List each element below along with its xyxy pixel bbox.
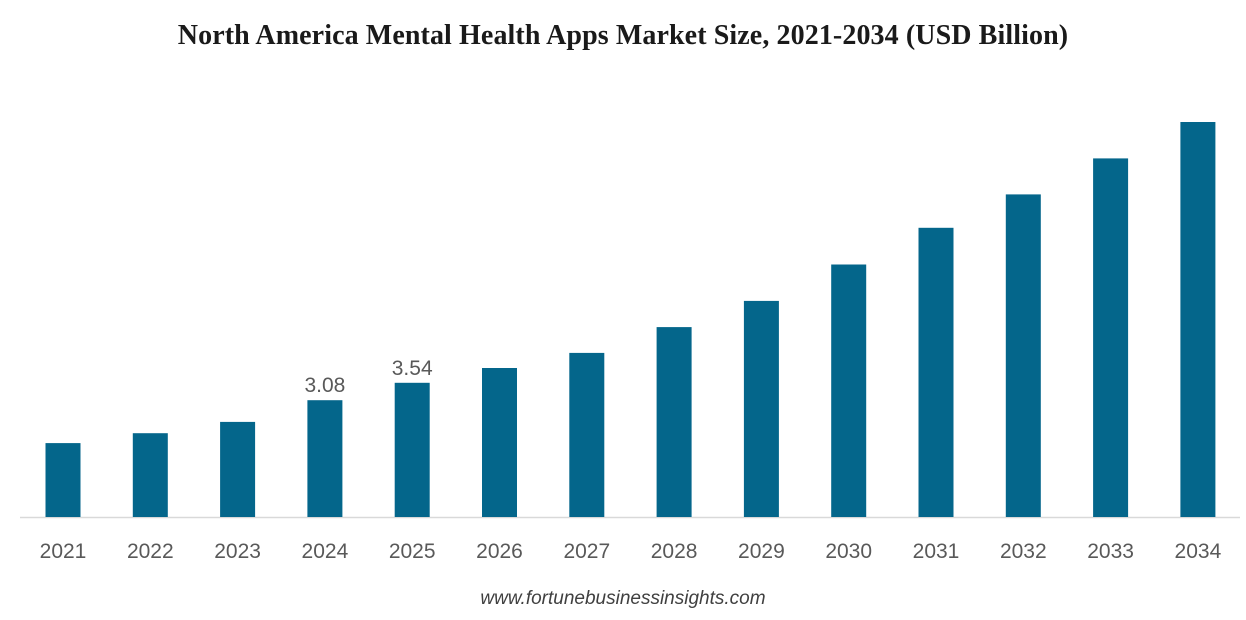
x-tick-label-2030: 2030 — [825, 540, 872, 563]
x-tick-label-2026: 2026 — [476, 540, 523, 563]
x-tick-label-2028: 2028 — [651, 540, 698, 563]
bar-2031 — [918, 227, 954, 518]
x-tick-label-2023: 2023 — [214, 540, 261, 563]
bar-2027 — [569, 352, 605, 517]
x-tick-label-2029: 2029 — [738, 540, 785, 563]
x-tick-label-2034: 2034 — [1175, 540, 1222, 563]
x-tick-label-2027: 2027 — [563, 540, 610, 563]
bar-2021 — [45, 443, 81, 517]
x-tick-label-2032: 2032 — [1000, 540, 1047, 563]
bar-2026 — [482, 368, 517, 517]
x-tick-label-2024: 2024 — [302, 540, 349, 563]
chart-title: North America Mental Health Apps Market … — [177, 20, 1069, 51]
x-tick-label-2031: 2031 — [913, 540, 960, 563]
bar-2023 — [220, 421, 256, 517]
bar-2024 — [307, 400, 343, 517]
bar-2028 — [656, 327, 692, 517]
data-label-2024: 3.08 — [304, 374, 345, 397]
x-tick-label-2033: 2033 — [1087, 540, 1134, 563]
bar-2034 — [1180, 122, 1216, 517]
bar-2022 — [132, 433, 168, 517]
bar-2030 — [831, 264, 867, 517]
bar-2025 — [394, 382, 430, 517]
data-label-2025: 3.54 — [392, 357, 433, 380]
source-url: www.fortunebusinessinsights.com — [480, 588, 766, 609]
x-tick-label-2022: 2022 — [127, 540, 174, 563]
x-tick-label-2025: 2025 — [389, 540, 436, 563]
bar-2032 — [1005, 194, 1041, 517]
bar-2033 — [1093, 158, 1129, 517]
x-tick-label-2021: 2021 — [40, 540, 87, 563]
bar-2029 — [743, 300, 779, 517]
